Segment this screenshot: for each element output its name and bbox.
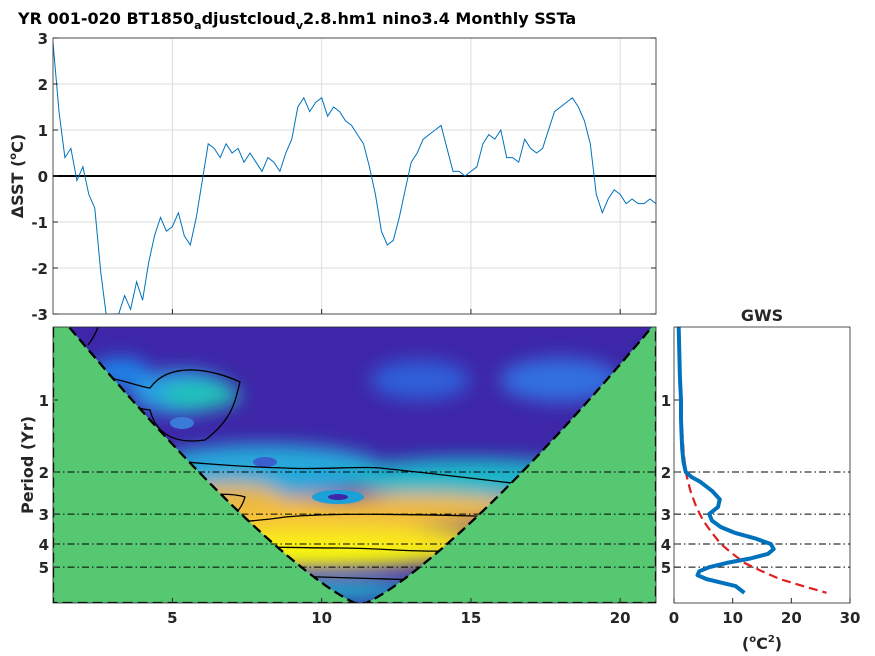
wavelet-x-tick-labels: 5 10 15 20 — [167, 609, 630, 627]
timeseries-y-tick-label: 0 — [38, 168, 48, 186]
timeseries-y-tick-label: 2 — [38, 76, 48, 94]
gws-plot-area — [674, 327, 850, 603]
wavelet-y-tick-label: 5 — [39, 559, 49, 577]
period-reference-lines — [53, 471, 656, 568]
gws-y-tick-label: 4 — [661, 536, 671, 554]
cone-of-influence — [53, 327, 656, 603]
wavelet-x-tick-label: 20 — [610, 609, 631, 627]
wavelet-y-tick-label: 1 — [39, 392, 49, 410]
gws-x-tick-label: 10 — [722, 609, 743, 627]
gws-x-tick-label: 0 — [669, 609, 679, 627]
gws-period-reference-lines — [674, 471, 850, 568]
wavelet-y-axis-label: Period (Yr) — [18, 416, 37, 514]
wavelet-y-tick-label: 4 — [39, 536, 49, 554]
gws-title: GWS — [741, 306, 783, 325]
gws-y-tick-label: 1 — [661, 392, 671, 410]
gws-ticks — [673, 399, 851, 603]
timeseries-panel: -3 -2 -1 0 1 2 3 ΔSST (oC) — [8, 30, 657, 324]
timeseries-y-tick-label: 1 — [38, 122, 48, 140]
timeseries-y-tick-labels: -3 -2 -1 0 1 2 3 — [31, 30, 48, 324]
timeseries-y-tick-label: -3 — [31, 306, 48, 324]
gws-power-line — [676, 327, 776, 595]
wavelet-heatmap — [53, 327, 656, 603]
timeseries-y-tick-label: -2 — [31, 260, 48, 278]
gws-y-tick-label: 3 — [661, 506, 671, 524]
gws-frame — [673, 326, 851, 604]
gws-panel: GWS 1 2 3 4 5 0 10 20 30 (oC2) — [661, 306, 861, 653]
timeseries-y-tick-label: 3 — [38, 30, 48, 48]
wavelet-x-tick-label: 15 — [460, 609, 481, 627]
gws-y-tick-label: 5 — [661, 559, 671, 577]
wavelet-panel: 1 2 3 4 5 5 10 15 20 Period (Yr) — [18, 326, 657, 627]
timeseries-y-tick-label: -1 — [31, 214, 48, 232]
wavelet-y-tick-label: 3 — [39, 506, 49, 524]
sst-series-line — [53, 42, 656, 314]
chart-title: YR 001-020 BT1850adjustcloudv2.8.hm1 nin… — [17, 9, 576, 32]
wavelet-y-tick-labels: 1 2 3 4 5 — [39, 392, 49, 577]
gws-x-tick-label: 30 — [840, 609, 861, 627]
wavelet-ticks — [53, 399, 621, 603]
gws-x-axis-label: (oC2) — [742, 634, 782, 653]
wavelet-x-tick-label: 10 — [311, 609, 332, 627]
gws-y-tick-label: 2 — [661, 464, 671, 482]
gws-x-tick-labels: 0 10 20 30 — [669, 609, 861, 627]
timeseries-ticks — [53, 37, 656, 315]
timeseries-y-axis-label: ΔSST (oC) — [8, 134, 27, 218]
gws-y-tick-labels: 1 2 3 4 5 — [661, 392, 671, 577]
wavelet-y-tick-label: 2 — [39, 464, 49, 482]
wavelet-frame — [52, 326, 657, 604]
gws-x-tick-label: 20 — [781, 609, 802, 627]
wavelet-x-tick-label: 5 — [167, 609, 177, 627]
